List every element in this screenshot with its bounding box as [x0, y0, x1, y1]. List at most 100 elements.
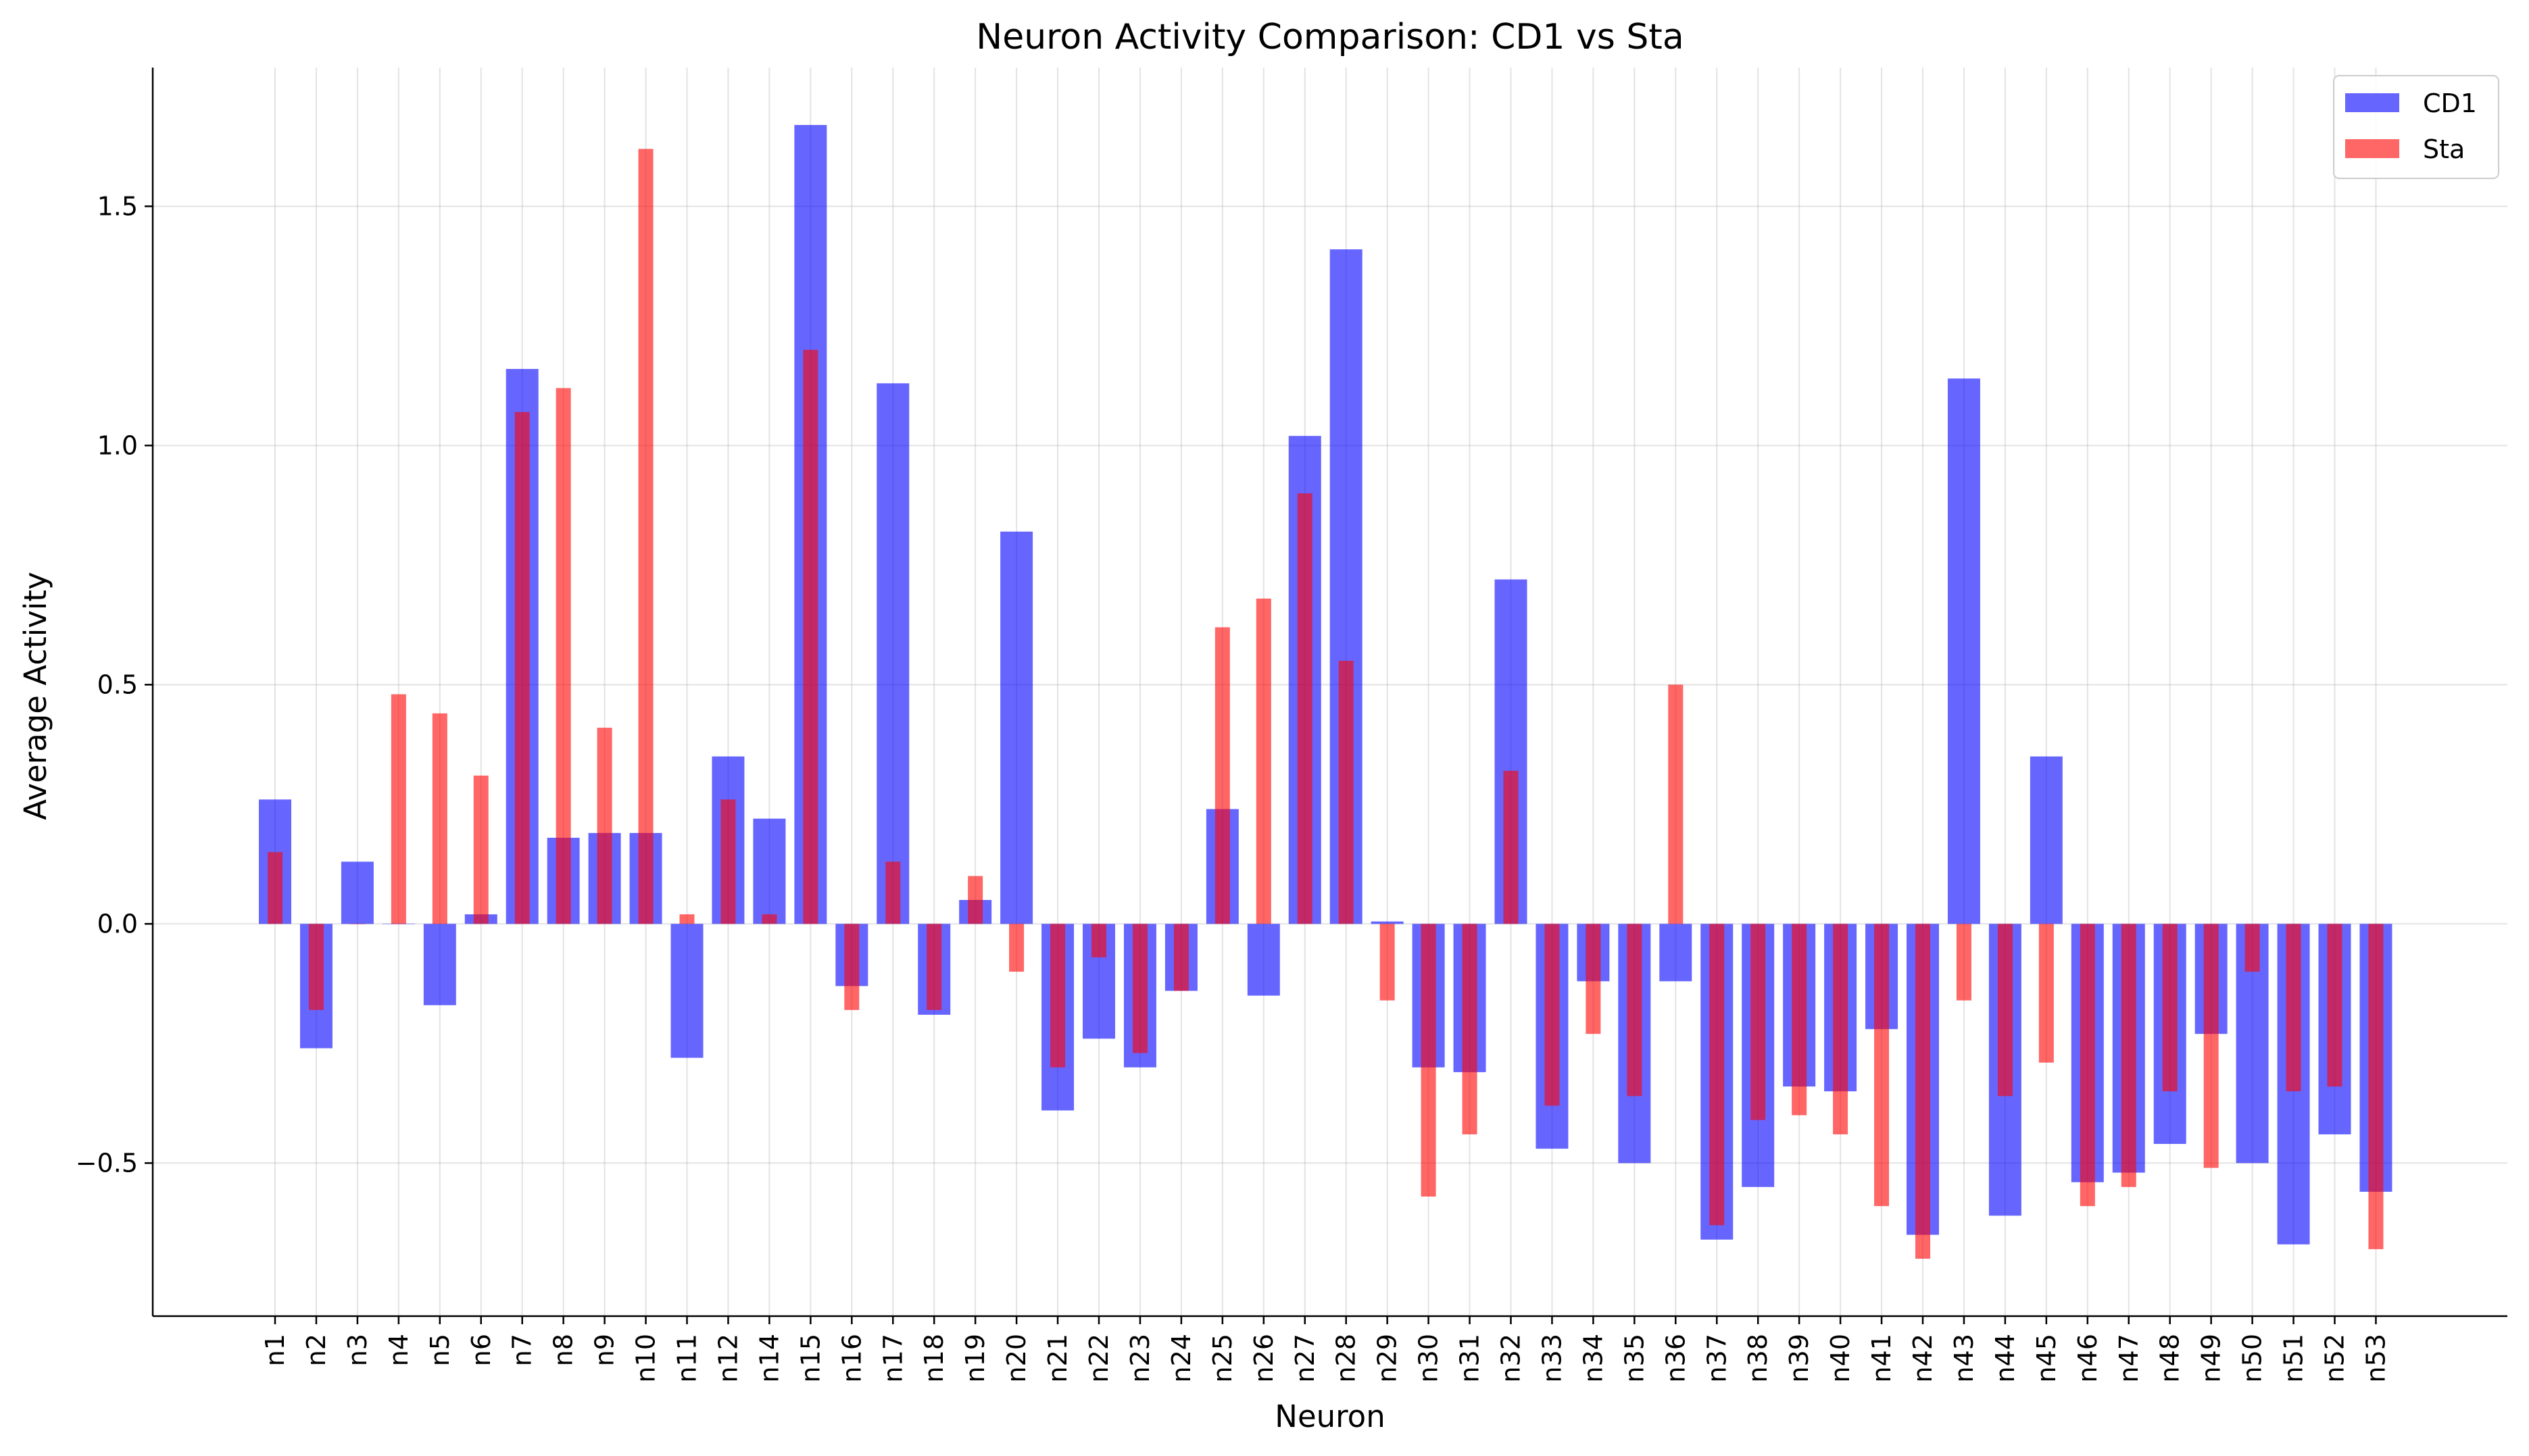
x-tick-label: n1: [260, 1334, 290, 1366]
bar-cd1-n20: [1000, 531, 1033, 924]
x-tick-label: n29: [1373, 1334, 1402, 1382]
x-tick-label: n52: [2320, 1334, 2350, 1382]
bar-sta-n53: [2368, 924, 2384, 1249]
bar-sta-n5: [432, 713, 447, 924]
x-tick-label: n38: [1743, 1334, 1773, 1382]
bar-sta-n45: [2038, 924, 2054, 1063]
x-tick-label: n12: [713, 1334, 743, 1382]
bar-sta-n12: [720, 799, 736, 924]
bars: [259, 124, 2392, 1259]
y-tick-label: 0.0: [97, 909, 138, 938]
x-tick-label: n47: [2114, 1334, 2144, 1382]
x-tick-label: n6: [466, 1334, 496, 1366]
bar-sta-n25: [1214, 627, 1230, 924]
bar-sta-n32: [1503, 770, 1519, 924]
bar-sta-n15: [803, 349, 818, 924]
x-tick-label: n10: [631, 1334, 661, 1382]
bar-sta-n30: [1421, 924, 1436, 1197]
x-tick-label: n21: [1043, 1334, 1073, 1382]
bar-sta-n29: [1379, 924, 1395, 1001]
x-tick-label: n7: [508, 1334, 537, 1366]
x-tick-label: n44: [1990, 1334, 2020, 1382]
bar-sta-n17: [885, 861, 901, 924]
bar-sta-n24: [1173, 924, 1189, 991]
x-tick-label: n49: [2196, 1334, 2226, 1382]
x-tick-label: n18: [919, 1334, 949, 1382]
bar-sta-n8: [556, 388, 571, 924]
x-tick-label: n30: [1414, 1334, 1444, 1382]
x-tick-label: n3: [343, 1334, 372, 1366]
x-tick-label: n34: [1578, 1334, 1608, 1382]
bar-sta-n51: [2286, 924, 2301, 1092]
x-tick-label: n46: [2073, 1334, 2103, 1382]
x-tick-label: n4: [384, 1334, 414, 1366]
bar-sta-n46: [2080, 924, 2095, 1207]
x-tick-label: n20: [1002, 1334, 1031, 1382]
bar-sta-n52: [2327, 924, 2342, 1087]
bar-sta-n19: [968, 876, 983, 924]
bar-sta-n44: [1997, 924, 2013, 1097]
bar-cd1-n3: [341, 861, 374, 924]
bar-sta-n20: [1009, 924, 1025, 972]
bar-sta-n16: [844, 924, 860, 1010]
y-tick-label: 1.0: [97, 430, 138, 460]
bar-cd1-n17: [877, 383, 910, 924]
bar-sta-n18: [927, 924, 942, 1010]
y-axis-label: Average Activity: [18, 572, 53, 820]
bar-sta-n48: [2162, 924, 2178, 1092]
bar-sta-n9: [597, 728, 612, 924]
legend-label-cd1: CD1: [2423, 89, 2477, 118]
y-tick-label: −0.5: [76, 1148, 138, 1178]
x-tick-label: n48: [2155, 1334, 2185, 1382]
bar-sta-n50: [2244, 924, 2260, 972]
x-tick-label: n53: [2361, 1334, 2390, 1382]
bar-sta-n33: [1544, 924, 1560, 1106]
bar-sta-n35: [1627, 924, 1642, 1097]
bar-sta-n23: [1132, 924, 1148, 1053]
legend-swatch-cd1: [2345, 93, 2399, 112]
bar-sta-n4: [391, 694, 406, 924]
bar-cd1-n36: [1659, 924, 1692, 982]
bar-sta-n14: [762, 914, 777, 924]
x-tick-label: n24: [1167, 1334, 1196, 1382]
x-tick-label: n26: [1249, 1334, 1279, 1382]
x-tick-label: n31: [1455, 1334, 1485, 1382]
bar-sta-n27: [1297, 493, 1312, 924]
legend: CD1 Sta: [2333, 75, 2499, 179]
x-tick-label: n43: [1949, 1334, 1979, 1382]
x-tick-label: n19: [960, 1334, 990, 1382]
x-tick-label: n8: [549, 1334, 579, 1366]
x-tick-label: n5: [425, 1334, 455, 1366]
x-tick-label: n51: [2279, 1334, 2309, 1382]
bar-cd1-n26: [1247, 924, 1280, 996]
bar-sta-n47: [2121, 924, 2136, 1187]
bar-sta-n11: [679, 914, 695, 924]
bar-sta-n10: [638, 149, 654, 924]
x-tick-label: n50: [2238, 1334, 2267, 1382]
bar-cd1-n29: [1371, 921, 1404, 924]
bar-cd1-n11: [670, 924, 704, 1058]
bar-cd1-n43: [1947, 378, 1980, 924]
bar-sta-n42: [1915, 924, 1930, 1259]
x-tick-label: n25: [1208, 1334, 1237, 1382]
bar-cd1-n14: [753, 818, 786, 924]
x-tick-label: n17: [878, 1334, 908, 1382]
bar-cd1-n5: [423, 924, 456, 1005]
x-tick-label: n11: [672, 1334, 702, 1382]
x-tick-label: n15: [795, 1334, 825, 1382]
x-tick-label: n32: [1496, 1334, 1526, 1382]
x-tick-label: n2: [301, 1334, 331, 1366]
bar-sta-n43: [1956, 924, 1971, 1001]
bar-sta-n21: [1050, 924, 1066, 1068]
bar-sta-n28: [1338, 660, 1354, 924]
bar-sta-n41: [1874, 924, 1890, 1207]
bar-sta-n2: [308, 924, 324, 1010]
x-tick-label: n41: [1867, 1334, 1896, 1382]
bar-sta-n36: [1668, 684, 1684, 924]
bar-sta-n6: [473, 775, 489, 924]
chart-title: Neuron Activity Comparison: CD1 vs Sta: [976, 17, 1684, 57]
bar-sta-n31: [1462, 924, 1477, 1134]
x-tick-label: n36: [1661, 1334, 1690, 1382]
